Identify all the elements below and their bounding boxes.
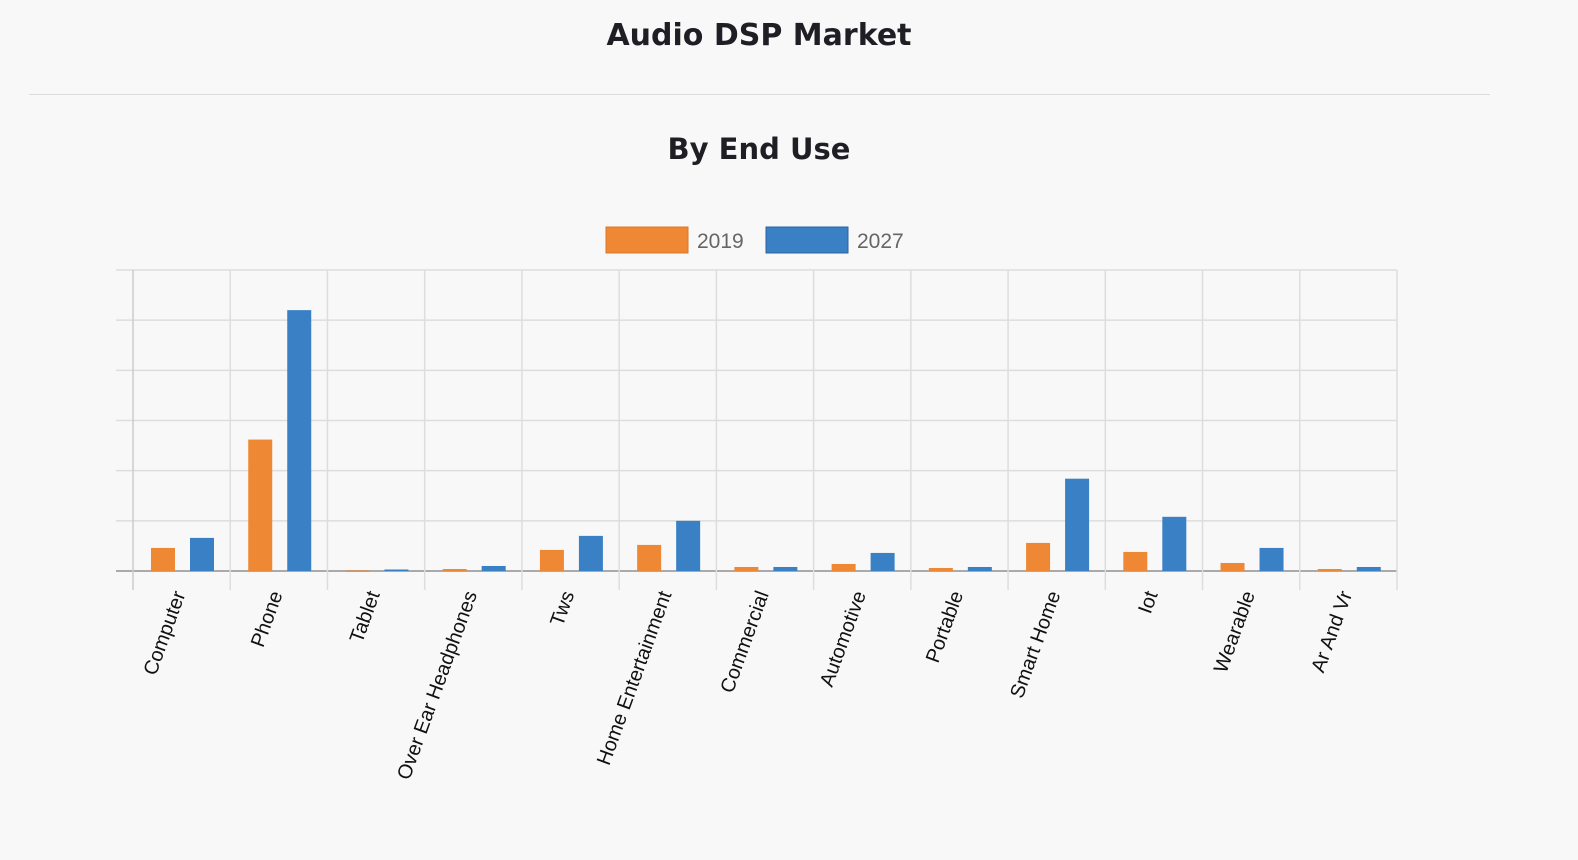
x-tick-label: Over Ear Headphones	[393, 588, 482, 783]
bar-2027	[870, 552, 895, 571]
bar-2019	[1220, 562, 1245, 571]
bar-2019	[928, 567, 953, 571]
bar-2027	[773, 566, 798, 571]
bar-2019	[442, 568, 467, 571]
bar-2027	[1259, 547, 1284, 571]
bar-2019	[1123, 551, 1148, 571]
x-tick-label: Commercial	[717, 588, 774, 696]
bar-2019	[345, 570, 370, 572]
bar-2027	[676, 520, 701, 571]
bar-2019	[831, 563, 856, 571]
bar-2019	[734, 566, 759, 571]
x-tick-label: Tablet	[346, 588, 385, 646]
x-tick-label: Wearable	[1210, 588, 1260, 676]
bar-2027	[384, 569, 409, 571]
legend-label-2027: 2027	[857, 230, 904, 253]
page-title: Audio DSP Market	[606, 18, 912, 53]
x-tick-label: Computer	[140, 588, 191, 678]
divider	[29, 94, 1490, 95]
x-tick-label: Smart Home	[1006, 588, 1065, 701]
bar-2027	[578, 535, 603, 571]
x-tick-label: Automotive	[816, 588, 871, 690]
x-tick-label: Tws	[546, 588, 579, 629]
x-tick-label: Portable	[922, 588, 968, 666]
bar-2027	[481, 565, 506, 571]
bar-2019	[151, 547, 175, 571]
bar-2019	[539, 549, 564, 571]
legend-swatch-2019	[605, 226, 689, 254]
legend-swatch-2027	[765, 226, 849, 254]
bar-2027	[190, 537, 214, 571]
x-tick-label: Home Entertainment	[593, 588, 677, 768]
x-tick-label: Phone	[247, 588, 287, 650]
bar-2027	[967, 566, 992, 571]
chart-title: By End Use	[667, 132, 851, 166]
bar-2019	[1317, 568, 1342, 571]
bar-2019	[248, 439, 273, 571]
legend-label-2019: 2019	[697, 230, 744, 253]
x-tick-label: Ar And Vr	[1307, 588, 1357, 676]
bar-2027	[1356, 566, 1381, 571]
bar-2019	[637, 544, 662, 571]
bar-2027	[1162, 516, 1187, 571]
bar-2027	[1065, 478, 1090, 571]
bar-2019	[1026, 542, 1051, 571]
bar-2027	[287, 310, 312, 571]
x-tick-label: Iot	[1134, 588, 1162, 617]
